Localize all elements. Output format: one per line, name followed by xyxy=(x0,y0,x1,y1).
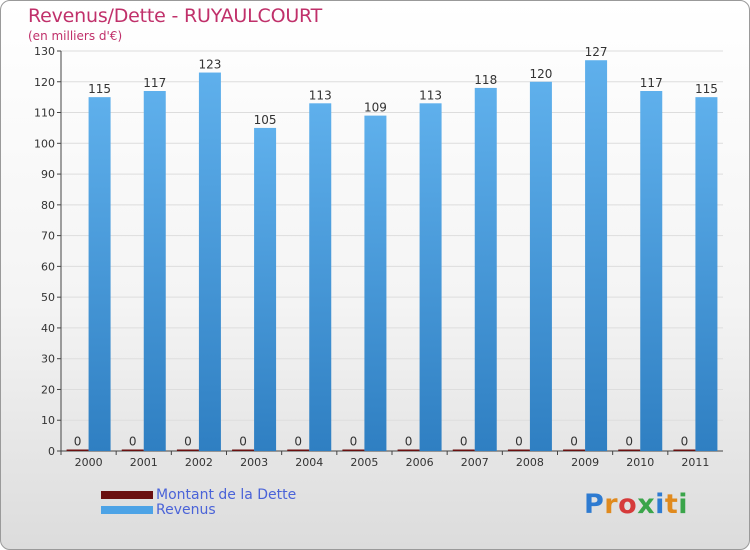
data-label-debt: 0 xyxy=(515,435,523,449)
data-label-revenus: 117 xyxy=(143,76,166,90)
bar-debt xyxy=(673,449,696,451)
data-label-debt: 0 xyxy=(625,435,633,449)
bar-revenus xyxy=(695,97,718,452)
axes xyxy=(57,50,723,455)
data-label-debt: 0 xyxy=(184,435,192,449)
data-label-debt: 0 xyxy=(74,435,82,449)
legend-swatch-revenus xyxy=(101,506,153,514)
bars xyxy=(66,60,718,452)
bar-debt xyxy=(121,449,144,451)
brand-letter: P xyxy=(584,489,605,520)
legend-label-debt: Montant de la Dette xyxy=(156,487,297,503)
x-tick-label: 2007 xyxy=(461,456,489,469)
y-tick-label: 50 xyxy=(41,291,55,304)
bar-revenus xyxy=(309,103,332,452)
bar-debt xyxy=(507,449,530,451)
bar-debt xyxy=(176,449,199,451)
data-label-revenus: 115 xyxy=(695,82,718,96)
y-tick-label: 110 xyxy=(34,107,55,120)
brand-letter: i xyxy=(678,489,689,520)
y-tick-label: 10 xyxy=(41,414,55,427)
brand-logo: Proxiti xyxy=(584,489,688,520)
y-tick-label: 100 xyxy=(34,137,55,150)
bar-revenus xyxy=(474,87,497,451)
bar-revenus xyxy=(198,72,221,452)
data-label-debt: 0 xyxy=(405,435,413,449)
bar-debt xyxy=(342,449,365,451)
legend-label-revenus: Revenus xyxy=(156,502,216,518)
chart-subtitle: (en milliers d'€) xyxy=(28,29,123,43)
data-label-revenus: 109 xyxy=(364,101,387,115)
bar-revenus xyxy=(254,127,277,451)
y-tick-label: 40 xyxy=(41,322,55,335)
chart-title: Revenus/Dette - RUYAULCOURT xyxy=(28,5,323,27)
bar-debt xyxy=(618,449,641,451)
bar-debt xyxy=(66,449,89,451)
grid-lines xyxy=(61,50,723,421)
data-label-debt: 0 xyxy=(350,435,358,449)
data-label-debt: 0 xyxy=(681,435,689,449)
bar-debt xyxy=(397,449,420,451)
bar-revenus xyxy=(88,97,111,452)
y-tick-label: 80 xyxy=(41,199,55,212)
bar-revenus xyxy=(640,91,663,451)
x-tick-label: 2002 xyxy=(185,456,213,469)
brand-letter: t xyxy=(664,489,679,520)
x-tick-label: 2005 xyxy=(350,456,378,469)
bar-revenus xyxy=(529,81,552,452)
data-label-revenus: 127 xyxy=(585,45,608,59)
y-tick-label: 0 xyxy=(48,445,55,458)
data-label-revenus: 117 xyxy=(640,76,663,90)
x-tick-label: 2011 xyxy=(681,456,709,469)
y-tick-label: 120 xyxy=(34,76,55,89)
x-tick-label: 2000 xyxy=(75,456,103,469)
bar-revenus xyxy=(143,91,166,451)
labels: 0 10 20 30 40 50 60 70 80 90 100 110 120 130 2000 0 115 2… xyxy=(34,45,718,469)
legend-swatch-debt xyxy=(101,491,153,499)
y-tick-label: 20 xyxy=(41,383,55,396)
data-label-debt: 0 xyxy=(129,435,137,449)
brand-letter: x xyxy=(637,489,656,520)
y-tick-label: 70 xyxy=(41,230,55,243)
data-label-debt: 0 xyxy=(294,435,302,449)
data-label-revenus: 105 xyxy=(254,113,277,127)
x-tick-label: 2009 xyxy=(571,456,599,469)
bar-debt xyxy=(232,449,255,451)
x-tick-label: 2003 xyxy=(240,456,268,469)
bar-debt xyxy=(287,449,310,451)
bar-debt xyxy=(452,449,475,451)
y-tick-label: 90 xyxy=(41,168,55,181)
data-label-revenus: 123 xyxy=(198,58,221,72)
y-tick-label: 130 xyxy=(34,45,55,58)
bar-revenus xyxy=(585,60,608,451)
y-tick-label: 60 xyxy=(41,260,55,273)
data-label-debt: 0 xyxy=(239,435,247,449)
data-label-revenus: 113 xyxy=(419,88,442,102)
bar-debt xyxy=(563,449,586,451)
data-label-revenus: 115 xyxy=(88,82,111,96)
data-label-revenus: 120 xyxy=(529,67,552,81)
x-tick-label: 2006 xyxy=(406,456,434,469)
bar-revenus xyxy=(364,115,387,451)
brand-letter: i xyxy=(655,489,665,520)
x-tick-label: 2010 xyxy=(626,456,654,469)
data-label-revenus: 113 xyxy=(309,88,332,102)
x-tick-label: 2004 xyxy=(295,456,323,469)
data-label-revenus: 118 xyxy=(474,73,497,87)
brand-letter: r xyxy=(604,489,619,520)
data-label-debt: 0 xyxy=(460,435,468,449)
data-label-debt: 0 xyxy=(570,435,578,449)
x-tick-label: 2001 xyxy=(130,456,158,469)
y-tick-label: 30 xyxy=(41,353,55,366)
bar-revenus xyxy=(419,103,442,452)
x-tick-label: 2008 xyxy=(516,456,544,469)
brand-letter: o xyxy=(618,489,638,520)
